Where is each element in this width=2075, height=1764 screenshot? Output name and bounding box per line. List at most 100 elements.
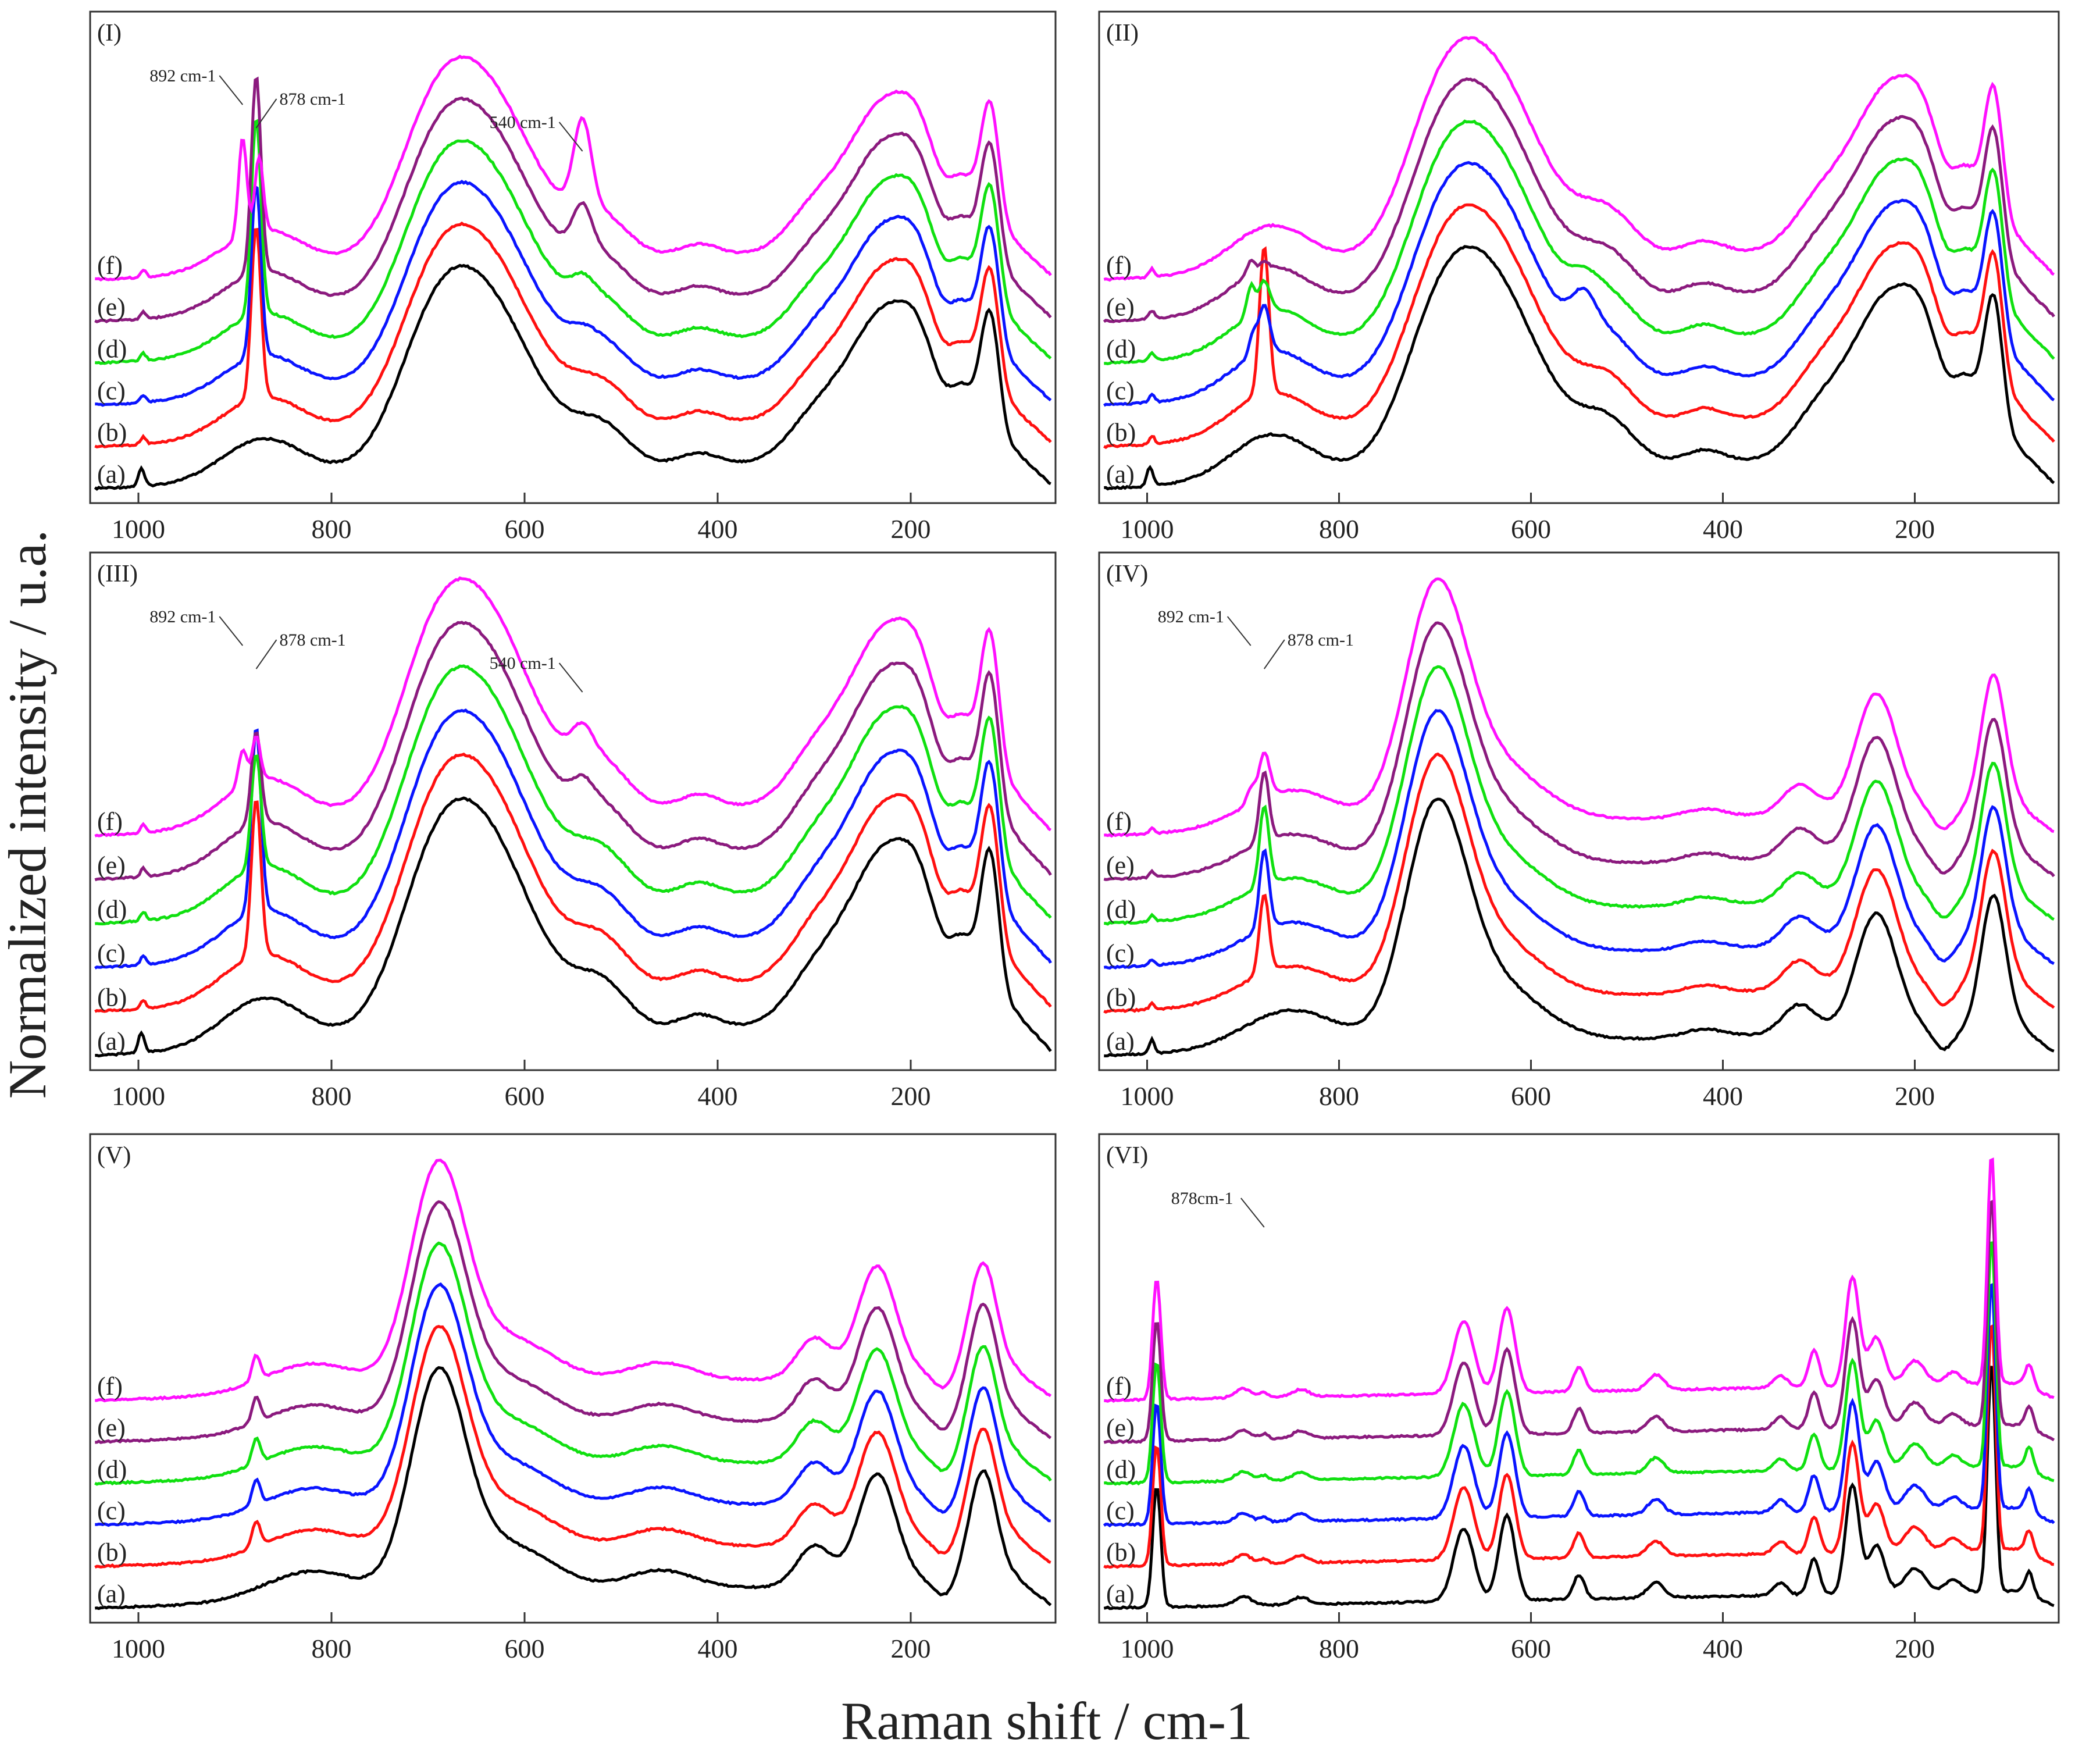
panel-III: 1000 800 600 400 200 (III) (a) (b) (c) (d) (e) (f) 8… [89,551,1057,1111]
y-axis-label: Normalized intensity / u.a. [0,530,57,1099]
panel-VI: 1000 800 600 400 200 (VI) (a) (b) (c) (d) (e) (f) 87… [1098,1133,2060,1663]
panel-frame [1098,1133,2060,1624]
panel-V: 1000 800 600 400 200 (V) (a) (b) (c) (d) (e) (f) [89,1133,1057,1663]
peak-annotation: 878 cm-1 [1288,630,1354,650]
series-label-c: (c) [1106,939,1135,968]
series-line-a [1104,797,2055,1058]
peak-annotation: 878 cm-1 [280,630,346,650]
panel-label: (I) [97,20,122,47]
x-tick-label: 200 [1895,514,1935,544]
x-axis-label: Raman shift / cm-1 [841,1691,1253,1751]
panel-label: (III) [97,561,138,587]
series-label-c: (c) [97,1496,126,1525]
annotation-arrow [219,616,244,646]
series-line-e [1103,1199,2055,1444]
series-label-b: (b) [1106,418,1136,447]
peak-annotation: 892 cm-1 [149,607,216,626]
series-label-e: (e) [97,1413,126,1442]
series-label-c: (c) [97,376,126,405]
series-line-d [95,664,1052,926]
panel-label: (VI) [1106,1142,1148,1169]
annotation-arrow [219,75,244,105]
series-line-b [1103,752,2055,1014]
series-label-f: (f) [97,807,123,836]
x-tick-label: 1000 [1121,514,1174,544]
peak-annotation: 878cm-1 [1171,1189,1233,1208]
x-tick-label: 1000 [112,1634,165,1663]
series-label-c: (c) [1106,376,1135,405]
series-line-c [1103,709,2055,970]
series-label-a: (a) [97,1580,126,1608]
x-tick-label: 800 [312,1081,352,1111]
x-tick-label: 200 [1895,1634,1935,1663]
x-tick-label: 800 [312,514,352,544]
series-line-f [94,576,1052,838]
series-label-d: (d) [1106,895,1136,924]
series-label-b: (b) [97,1538,127,1567]
panel-frame [89,1133,1057,1624]
x-tick-label: 800 [312,1634,352,1663]
x-tick-label: 1000 [1121,1081,1174,1111]
annotation-arrow [255,639,277,669]
series-line-f [1103,36,2055,282]
series-label-e: (e) [1106,293,1135,322]
series-label-d: (d) [1106,335,1136,364]
series-line-a [94,1366,1052,1610]
x-tick-label: 800 [1319,514,1359,544]
series-line-f [95,1159,1052,1403]
x-tick-label: 800 [1319,1634,1359,1663]
panel-frame [89,551,1057,1071]
series-label-f: (f) [97,251,123,280]
series-label-a: (a) [97,1027,126,1056]
series-label-a: (a) [1106,1580,1135,1608]
series-label-f: (f) [1106,1372,1132,1400]
series-label-c: (c) [97,939,126,968]
x-tick-label: 400 [698,514,738,544]
panel-I: 1000 800 600 400 200 (I) (a) (b) (c) (d) (e) (f) 892… [89,10,1057,544]
x-tick-label: 400 [1703,514,1743,544]
x-tick-label: 600 [1511,514,1551,544]
series-line-f [95,54,1052,282]
series-line-f [1104,1157,2055,1403]
series-line-a [1104,245,2055,491]
panel-IV: 1000 800 600 400 200 (IV) (a) (b) (c) (d) (e) (f) 89… [1098,551,2060,1111]
x-tick-label: 600 [505,514,545,544]
annotation-arrow [255,98,277,129]
panel-frame [89,10,1057,504]
series-line-d [95,119,1052,365]
series-line-e [1103,77,2055,323]
series-line-a [95,796,1052,1058]
peak-annotation: 540 cm-1 [490,654,556,673]
annotation-arrow [1240,1198,1265,1228]
series-label-d: (d) [1106,1455,1136,1484]
series-label-e: (e) [97,851,126,879]
series-line-c [1103,1282,2055,1528]
series-label-b: (b) [97,418,127,447]
series-label-d: (d) [97,335,127,364]
series-label-e: (e) [1106,851,1135,879]
annotation-arrow [558,662,583,693]
panel-label: (II) [1106,20,1139,47]
x-tick-label: 800 [1319,1081,1359,1111]
x-tick-label: 200 [1895,1081,1935,1111]
series-line-b [94,1324,1051,1569]
series-label-d: (d) [97,1455,127,1484]
x-tick-label: 400 [1703,1081,1743,1111]
series-line-a [1103,1366,2055,1610]
x-tick-label: 1000 [112,1081,165,1111]
series-label-a: (a) [97,460,126,489]
annotation-arrow [1227,616,1252,646]
x-tick-label: 200 [891,1081,931,1111]
series-label-d: (d) [97,895,127,924]
panel-frame [1098,10,2060,504]
series-label-f: (f) [97,1372,123,1400]
x-tick-label: 600 [505,1081,545,1111]
peak-annotation: 878 cm-1 [280,90,346,109]
x-tick-label: 200 [891,1634,931,1663]
panel-frame [1098,551,2060,1071]
series-line-d [94,1241,1052,1486]
series-label-a: (a) [1106,1027,1135,1056]
panel-label: (IV) [1106,561,1148,587]
series-label-b: (b) [1106,1538,1136,1567]
